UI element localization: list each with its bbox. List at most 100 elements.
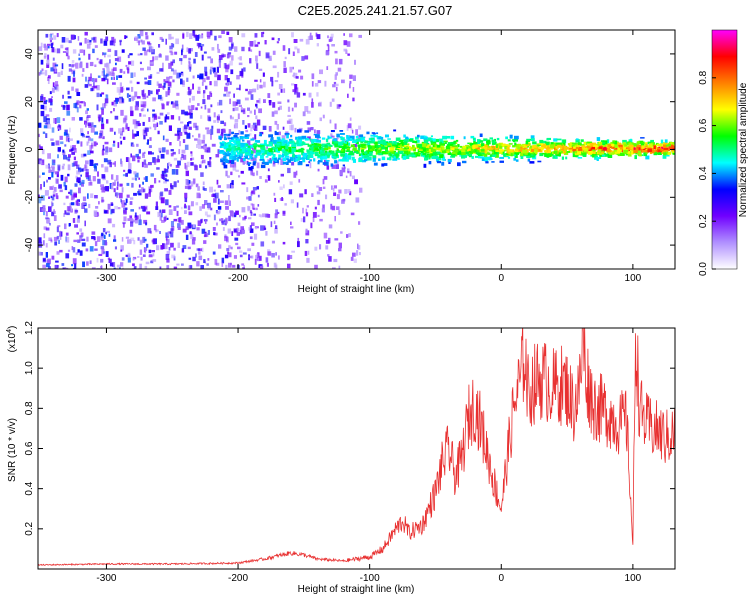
- spectrogram-cell: [85, 248, 89, 252]
- spectrogram-cell: [596, 157, 599, 161]
- spectrogram-cell: [117, 142, 120, 148]
- spectrogram-cell: [191, 105, 195, 110]
- spectrogram-cell: [253, 40, 257, 45]
- spectrogram-cell: [455, 149, 458, 154]
- spectrogram-cell: [340, 137, 345, 141]
- spectrogram-cell: [518, 149, 522, 152]
- spectrogram-cell: [295, 157, 299, 162]
- spectrogram-cell: [265, 213, 269, 218]
- spectrogram-cell: [225, 64, 230, 70]
- spectrogram-cell: [360, 147, 366, 150]
- spectrogram-cell: [563, 142, 566, 146]
- spectrogram-cell: [352, 148, 357, 151]
- spectrogram-cell: [96, 57, 99, 61]
- spectrogram-cell: [134, 36, 139, 40]
- spectrogram-cell: [153, 159, 157, 165]
- spectrogram-cell: [338, 143, 343, 146]
- spectrogram-cell: [203, 240, 207, 244]
- spectrogram-cell: [45, 243, 48, 248]
- spectrogram-cell: [197, 90, 201, 94]
- spectrogram-cell: [171, 254, 176, 259]
- spectrogram-cell: [646, 146, 651, 149]
- spectrogram-cell: [499, 145, 503, 149]
- spectrogram-cell: [190, 162, 194, 166]
- spectrogram-cell: [71, 264, 74, 267]
- spectrogram-cell: [241, 68, 244, 74]
- spectrogram-cell: [222, 128, 226, 133]
- spectrogram-cell: [53, 215, 57, 221]
- spectrogram-cell: [207, 258, 210, 261]
- spectrogram-cell: [592, 149, 595, 152]
- spectrogram-cell: [106, 68, 110, 74]
- spectrogram-cell: [38, 194, 40, 198]
- spectrogram-cell: [293, 72, 298, 79]
- spectrogram-cell: [322, 186, 326, 189]
- spectrogram-cell: [111, 203, 114, 206]
- spectrogram-cell: [231, 44, 234, 49]
- spectrogram-cell: [147, 80, 152, 85]
- spectrogram-cell: [297, 139, 303, 144]
- spectrogram-cell: [289, 140, 294, 144]
- spectrogram-cell: [200, 154, 204, 160]
- spectrogram-cell: [252, 88, 257, 93]
- spectrogram-cell: [174, 266, 178, 269]
- spectrogram-cell: [163, 168, 166, 173]
- spectrogram-cell: [181, 44, 184, 50]
- spectrogram-cell: [45, 99, 48, 102]
- spectrogram-cell: [72, 195, 75, 200]
- spectrogram-cell: [169, 45, 173, 50]
- spectrogram-cell: [207, 56, 212, 59]
- spectrogram-cell: [205, 85, 208, 90]
- spectrogram-cell: [118, 89, 121, 96]
- spectrogram-cell: [184, 131, 188, 135]
- spectrogram-cell: [268, 55, 272, 61]
- spectrogram-cell: [119, 136, 122, 139]
- spectrogram-cell: [39, 146, 43, 150]
- spectrogram-cell: [61, 37, 66, 43]
- spectrogram-cell: [235, 210, 239, 215]
- spectrogram-cell: [94, 241, 98, 247]
- spectrogram-cell: [105, 232, 107, 235]
- spectrogram-cell: [367, 141, 371, 146]
- spectrogram-cell: [393, 129, 397, 132]
- spectrogram-cell: [192, 30, 196, 36]
- spectrogram-cell: [184, 144, 189, 150]
- snr-multiplier-exponent: 4: [6, 329, 13, 333]
- spectrogram-cell: [122, 267, 124, 269]
- spectrogram-cell: [316, 92, 319, 97]
- spectrogram-cell: [49, 37, 53, 40]
- spectrogram-cell: [310, 222, 313, 229]
- spectrogram-cell: [309, 145, 314, 149]
- spectrogram-cell: [340, 231, 343, 234]
- spectrogram-cell: [218, 62, 221, 68]
- spectrogram-cell: [87, 175, 91, 181]
- spectrogram-cell: [254, 33, 258, 38]
- spectrogram-cell: [216, 119, 220, 123]
- spectrogram-cell: [76, 177, 81, 183]
- spectrogram-cell: [394, 142, 399, 145]
- spectrogram-cell: [244, 149, 249, 154]
- spectrogram-cell: [636, 144, 641, 148]
- spectrogram-cell: [302, 92, 306, 96]
- spectrogram-cell: [196, 261, 200, 267]
- spectrogram-cell: [591, 146, 595, 150]
- spectrogram-cell: [278, 131, 281, 136]
- spectrogram-cell: [672, 152, 675, 155]
- spectrogram-cell: [663, 149, 668, 152]
- spectrogram-cell: [414, 141, 418, 144]
- snr-y-axis: 0.20.40.60.81.01.2: [24, 321, 675, 536]
- spectrogram-cell: [242, 136, 248, 139]
- spectrogram-cell: [217, 114, 220, 117]
- spectrogram-cell: [249, 153, 254, 156]
- spectrogram-cell: [376, 132, 379, 135]
- spectrogram-cell: [184, 192, 188, 199]
- spectrogram-cell: [266, 262, 269, 267]
- spectrogram-cell: [186, 133, 191, 139]
- spectrogram-cell: [128, 98, 131, 102]
- spectrogram-cell: [86, 141, 89, 146]
- spectrogram-cell: [317, 214, 320, 217]
- snr-x-axis: -300 -200 -100 0 100: [96, 328, 642, 584]
- spectrogram-cell: [272, 102, 276, 108]
- spectrogram-cell: [183, 54, 187, 59]
- spectrogram-cell: [89, 246, 94, 252]
